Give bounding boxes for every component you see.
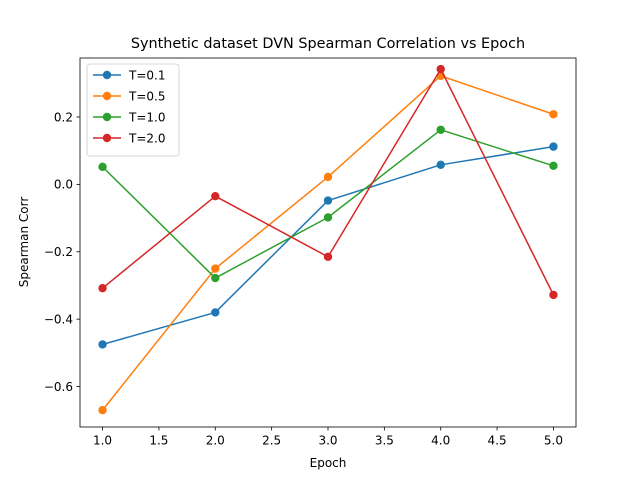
legend-label-4: T=2.0 bbox=[128, 131, 165, 145]
legend-label-2: T=0.5 bbox=[128, 89, 165, 103]
legend-marker-3 bbox=[102, 112, 112, 122]
data-point-2-3 bbox=[323, 172, 333, 182]
x-tick-label: 4.5 bbox=[488, 434, 507, 448]
data-point-3-1 bbox=[98, 162, 107, 172]
data-point-4-1 bbox=[98, 283, 107, 293]
data-point-3-4 bbox=[436, 125, 445, 134]
data-point-3-2 bbox=[211, 273, 220, 283]
legend-label-1: T=0.1 bbox=[128, 68, 165, 82]
x-tick-label: 5.0 bbox=[544, 434, 563, 448]
legend-marker-4 bbox=[102, 133, 112, 143]
y-axis-label: Spearman Corr bbox=[17, 197, 31, 288]
data-point-2-5 bbox=[549, 110, 558, 119]
data-point-3-5 bbox=[549, 161, 558, 171]
legend-label-3: T=1.0 bbox=[128, 110, 165, 124]
data-point-4-3 bbox=[323, 252, 333, 262]
y-tick-label: 0.2 bbox=[54, 110, 73, 124]
legend-marker-1 bbox=[102, 70, 112, 80]
x-tick-label: 1.0 bbox=[93, 434, 112, 448]
y-tick-label: 0.0 bbox=[54, 178, 73, 192]
legend-marker-2 bbox=[102, 91, 112, 101]
data-point-1-5 bbox=[549, 142, 558, 151]
legend: T=0.1 T=0.5 T=1.0 T=2.0 bbox=[86, 63, 180, 157]
plot-area: 1.0 1.5 2.0 2.5 3.0 3.5 4.0 4.5 5.0 −0.6 −0.4 −0.2 0… bbox=[44, 57, 577, 448]
data-point-4-5 bbox=[549, 290, 558, 300]
data-point-1-2 bbox=[211, 308, 220, 317]
x-tick-label: 1.5 bbox=[149, 434, 168, 448]
x-tick-label: 3.5 bbox=[375, 434, 394, 448]
data-point-4-2 bbox=[211, 191, 220, 201]
data-point-2-2 bbox=[211, 264, 220, 273]
x-tick-label: 4.0 bbox=[431, 434, 450, 448]
data-point-4-4 bbox=[436, 64, 445, 74]
data-point-1-4 bbox=[436, 160, 445, 170]
x-tick-label: 2.0 bbox=[206, 434, 225, 448]
chart-title: Synthetic dataset DVN Spearman Correlati… bbox=[131, 36, 525, 52]
legend-box bbox=[86, 63, 180, 157]
y-tick-label: −0.2 bbox=[44, 245, 73, 259]
x-tick-label: 3.0 bbox=[318, 434, 337, 448]
data-point-2-1 bbox=[98, 405, 107, 415]
y-tick-label: −0.6 bbox=[44, 380, 73, 394]
x-tick-label: 2.5 bbox=[262, 434, 281, 448]
data-point-1-3 bbox=[323, 196, 333, 205]
data-point-1-1 bbox=[98, 340, 107, 349]
data-point-3-3 bbox=[323, 213, 333, 222]
y-tick-label: −0.4 bbox=[44, 312, 73, 326]
x-axis-label: Epoch bbox=[310, 456, 347, 470]
